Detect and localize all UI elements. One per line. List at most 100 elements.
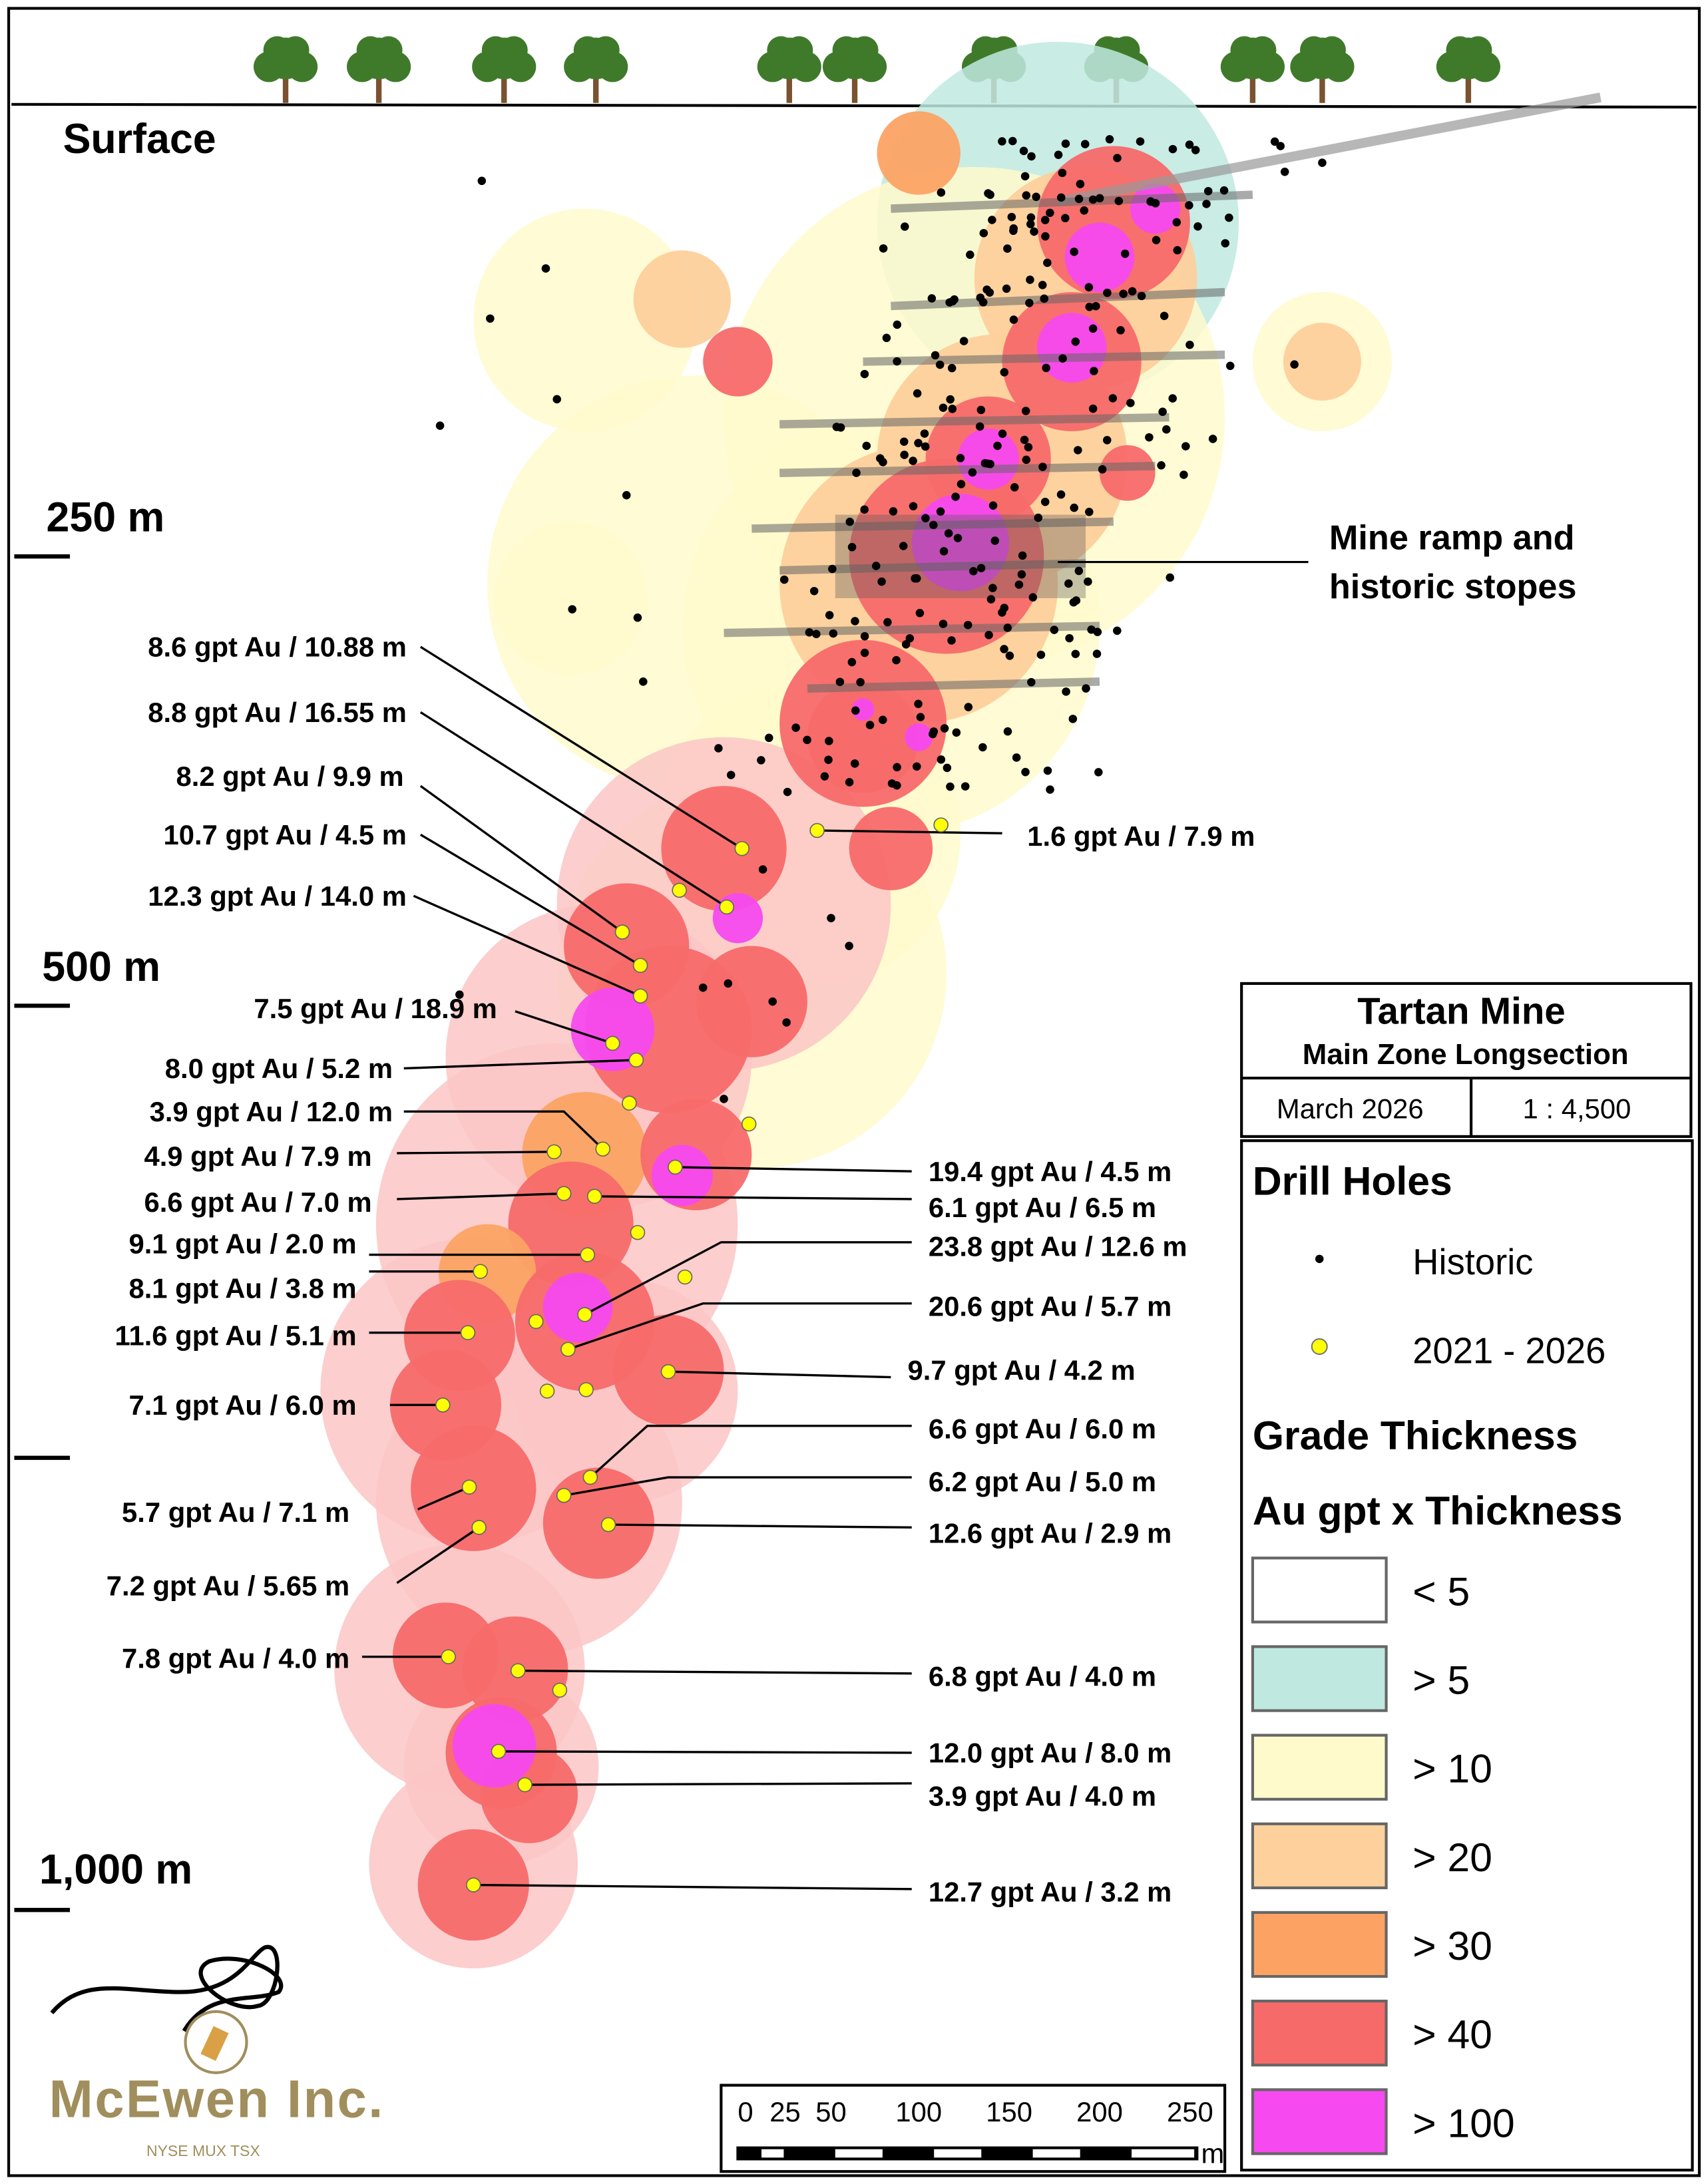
historic-drill-hole xyxy=(1041,232,1050,241)
historic-drill-hole xyxy=(1113,154,1122,162)
historic-drill-hole xyxy=(622,490,631,500)
historic-drill-hole xyxy=(893,763,901,772)
scale-tick-label: 250 xyxy=(1167,2096,1213,2127)
historic-drill-hole xyxy=(1076,180,1085,188)
depth-label-500: 500 m xyxy=(42,944,160,990)
assay-label: 8.2 gpt Au / 9.9 m xyxy=(176,761,404,792)
historic-drill-hole xyxy=(1318,158,1327,167)
historic-drill-hole xyxy=(1185,340,1194,349)
grade-contour xyxy=(877,111,961,195)
logo-text: McEwen Inc. xyxy=(49,2070,383,2129)
historic-drill-hole xyxy=(1040,497,1050,506)
depth-label-250: 250 m xyxy=(46,494,164,541)
historic-drill-hole xyxy=(1085,302,1094,311)
historic-drill-hole xyxy=(1114,196,1124,206)
historic-drill-hole xyxy=(1095,194,1104,203)
historic-drill-hole xyxy=(783,787,792,797)
assay-label: 8.6 gpt Au / 10.88 m xyxy=(148,632,407,663)
historic-drill-hole xyxy=(1158,407,1167,417)
historic-drill-hole xyxy=(851,706,860,715)
recent-drill-hole xyxy=(632,988,648,1004)
historic-drill-hole xyxy=(860,369,869,379)
assay-label: 9.7 gpt Au / 4.2 m xyxy=(907,1355,1135,1386)
recent-drill-hole xyxy=(677,1269,693,1285)
recent-drill-hole xyxy=(809,822,825,838)
historic-drill-hole xyxy=(847,542,857,552)
historic-drill-hole xyxy=(1024,443,1033,452)
historic-drill-hole xyxy=(455,990,464,999)
grade-contour xyxy=(703,327,773,397)
historic-drill-hole xyxy=(1166,573,1175,582)
historic-drill-hole xyxy=(1019,146,1028,156)
recent-drill-hole xyxy=(546,1144,562,1160)
historic-drill-hole xyxy=(1088,404,1098,413)
historic-drill-hole xyxy=(852,468,861,477)
historic-drill-hole xyxy=(1046,785,1054,794)
historic-drill-hole xyxy=(935,360,945,369)
historic-drill-hole xyxy=(1056,193,1066,202)
historic-drill-hole xyxy=(952,728,961,737)
historic-drill-hole xyxy=(1003,624,1012,632)
historic-drill-hole xyxy=(856,677,865,687)
grade-contour xyxy=(494,521,648,675)
assay-leader-line xyxy=(567,1302,912,1351)
historic-drill-hole xyxy=(1168,394,1177,403)
historic-drill-hole xyxy=(768,997,777,1006)
scale-bar: 0 25 50 100 150 200 250 m xyxy=(720,2084,1227,2173)
historic-drill-hole xyxy=(975,422,984,431)
historic-drill-hole xyxy=(1058,168,1067,178)
recent-drill-hole xyxy=(435,1397,451,1413)
recent-drill-hole xyxy=(529,1314,544,1330)
recent-drill-hole xyxy=(517,1777,533,1793)
surface-line xyxy=(11,102,1697,109)
assay-leader-line xyxy=(417,1486,470,1511)
historic-drill-hole xyxy=(990,536,1000,545)
historic-stopes xyxy=(724,92,1601,693)
historic-drill-hole xyxy=(1026,213,1036,222)
assay-label: 12.3 gpt Au / 14.0 m xyxy=(148,880,407,912)
historic-drill-hole xyxy=(978,743,987,752)
historic-drill-hole xyxy=(956,454,965,462)
historic-drill-hole xyxy=(860,648,869,657)
assay-label: 1.6 gpt Au / 7.9 m xyxy=(1027,820,1255,852)
grade-contour xyxy=(1283,322,1361,401)
historic-drill-hole xyxy=(959,337,968,345)
assay-leader-line xyxy=(817,829,1002,834)
legend-class-label: > 100 xyxy=(1412,2100,1514,2145)
assay-label: 7.8 gpt Au / 4.0 m xyxy=(122,1642,349,1674)
assay-label: 10.7 gpt Au / 4.5 m xyxy=(163,819,406,850)
historic-drill-hole xyxy=(782,1018,791,1027)
historic-drill-hole xyxy=(1071,649,1080,658)
historic-drill-hole xyxy=(1017,570,1026,579)
assay-label: 6.6 gpt Au / 7.0 m xyxy=(144,1186,371,1218)
recent-drill-hole xyxy=(595,1141,610,1157)
scale-tick-label: 200 xyxy=(1076,2096,1123,2127)
historic-drill-hole xyxy=(824,755,833,765)
historic-drill-hole xyxy=(1002,284,1011,293)
historic-stope xyxy=(724,622,1100,637)
recent-drill-hole xyxy=(734,840,750,856)
assay-leader-line xyxy=(403,1059,636,1070)
historic-drill-hole xyxy=(1069,598,1078,607)
historic-drill-hole xyxy=(871,562,881,570)
historic-drill-hole xyxy=(845,517,854,526)
historic-drill-hole xyxy=(1027,152,1036,161)
recent-drill-hole xyxy=(668,1159,683,1175)
ramp-annotation-1: Mine ramp and xyxy=(1329,519,1575,558)
assay-label: 4.9 gpt Au / 7.9 m xyxy=(144,1141,371,1172)
historic-drill-hole xyxy=(1000,645,1008,653)
historic-drill-hole xyxy=(714,744,723,753)
historic-drill-hole xyxy=(1160,311,1169,321)
historic-drill-hole xyxy=(862,441,871,451)
recent-hole-symbol xyxy=(1311,1338,1328,1356)
grade-contour xyxy=(851,698,875,721)
historic-drill-hole xyxy=(1022,191,1031,200)
historic-drill-hole xyxy=(1074,194,1084,204)
historic-stope xyxy=(779,462,1156,478)
recent-drill-hole xyxy=(552,1682,568,1698)
recent-drill-hole xyxy=(577,1307,592,1322)
title-block: Tartan Mine Main Zone Longsection March … xyxy=(1240,982,1693,1138)
historic-drill-hole xyxy=(913,574,921,583)
scale-tick-label: 100 xyxy=(895,2096,942,2127)
historic-drill-hole xyxy=(915,608,925,618)
